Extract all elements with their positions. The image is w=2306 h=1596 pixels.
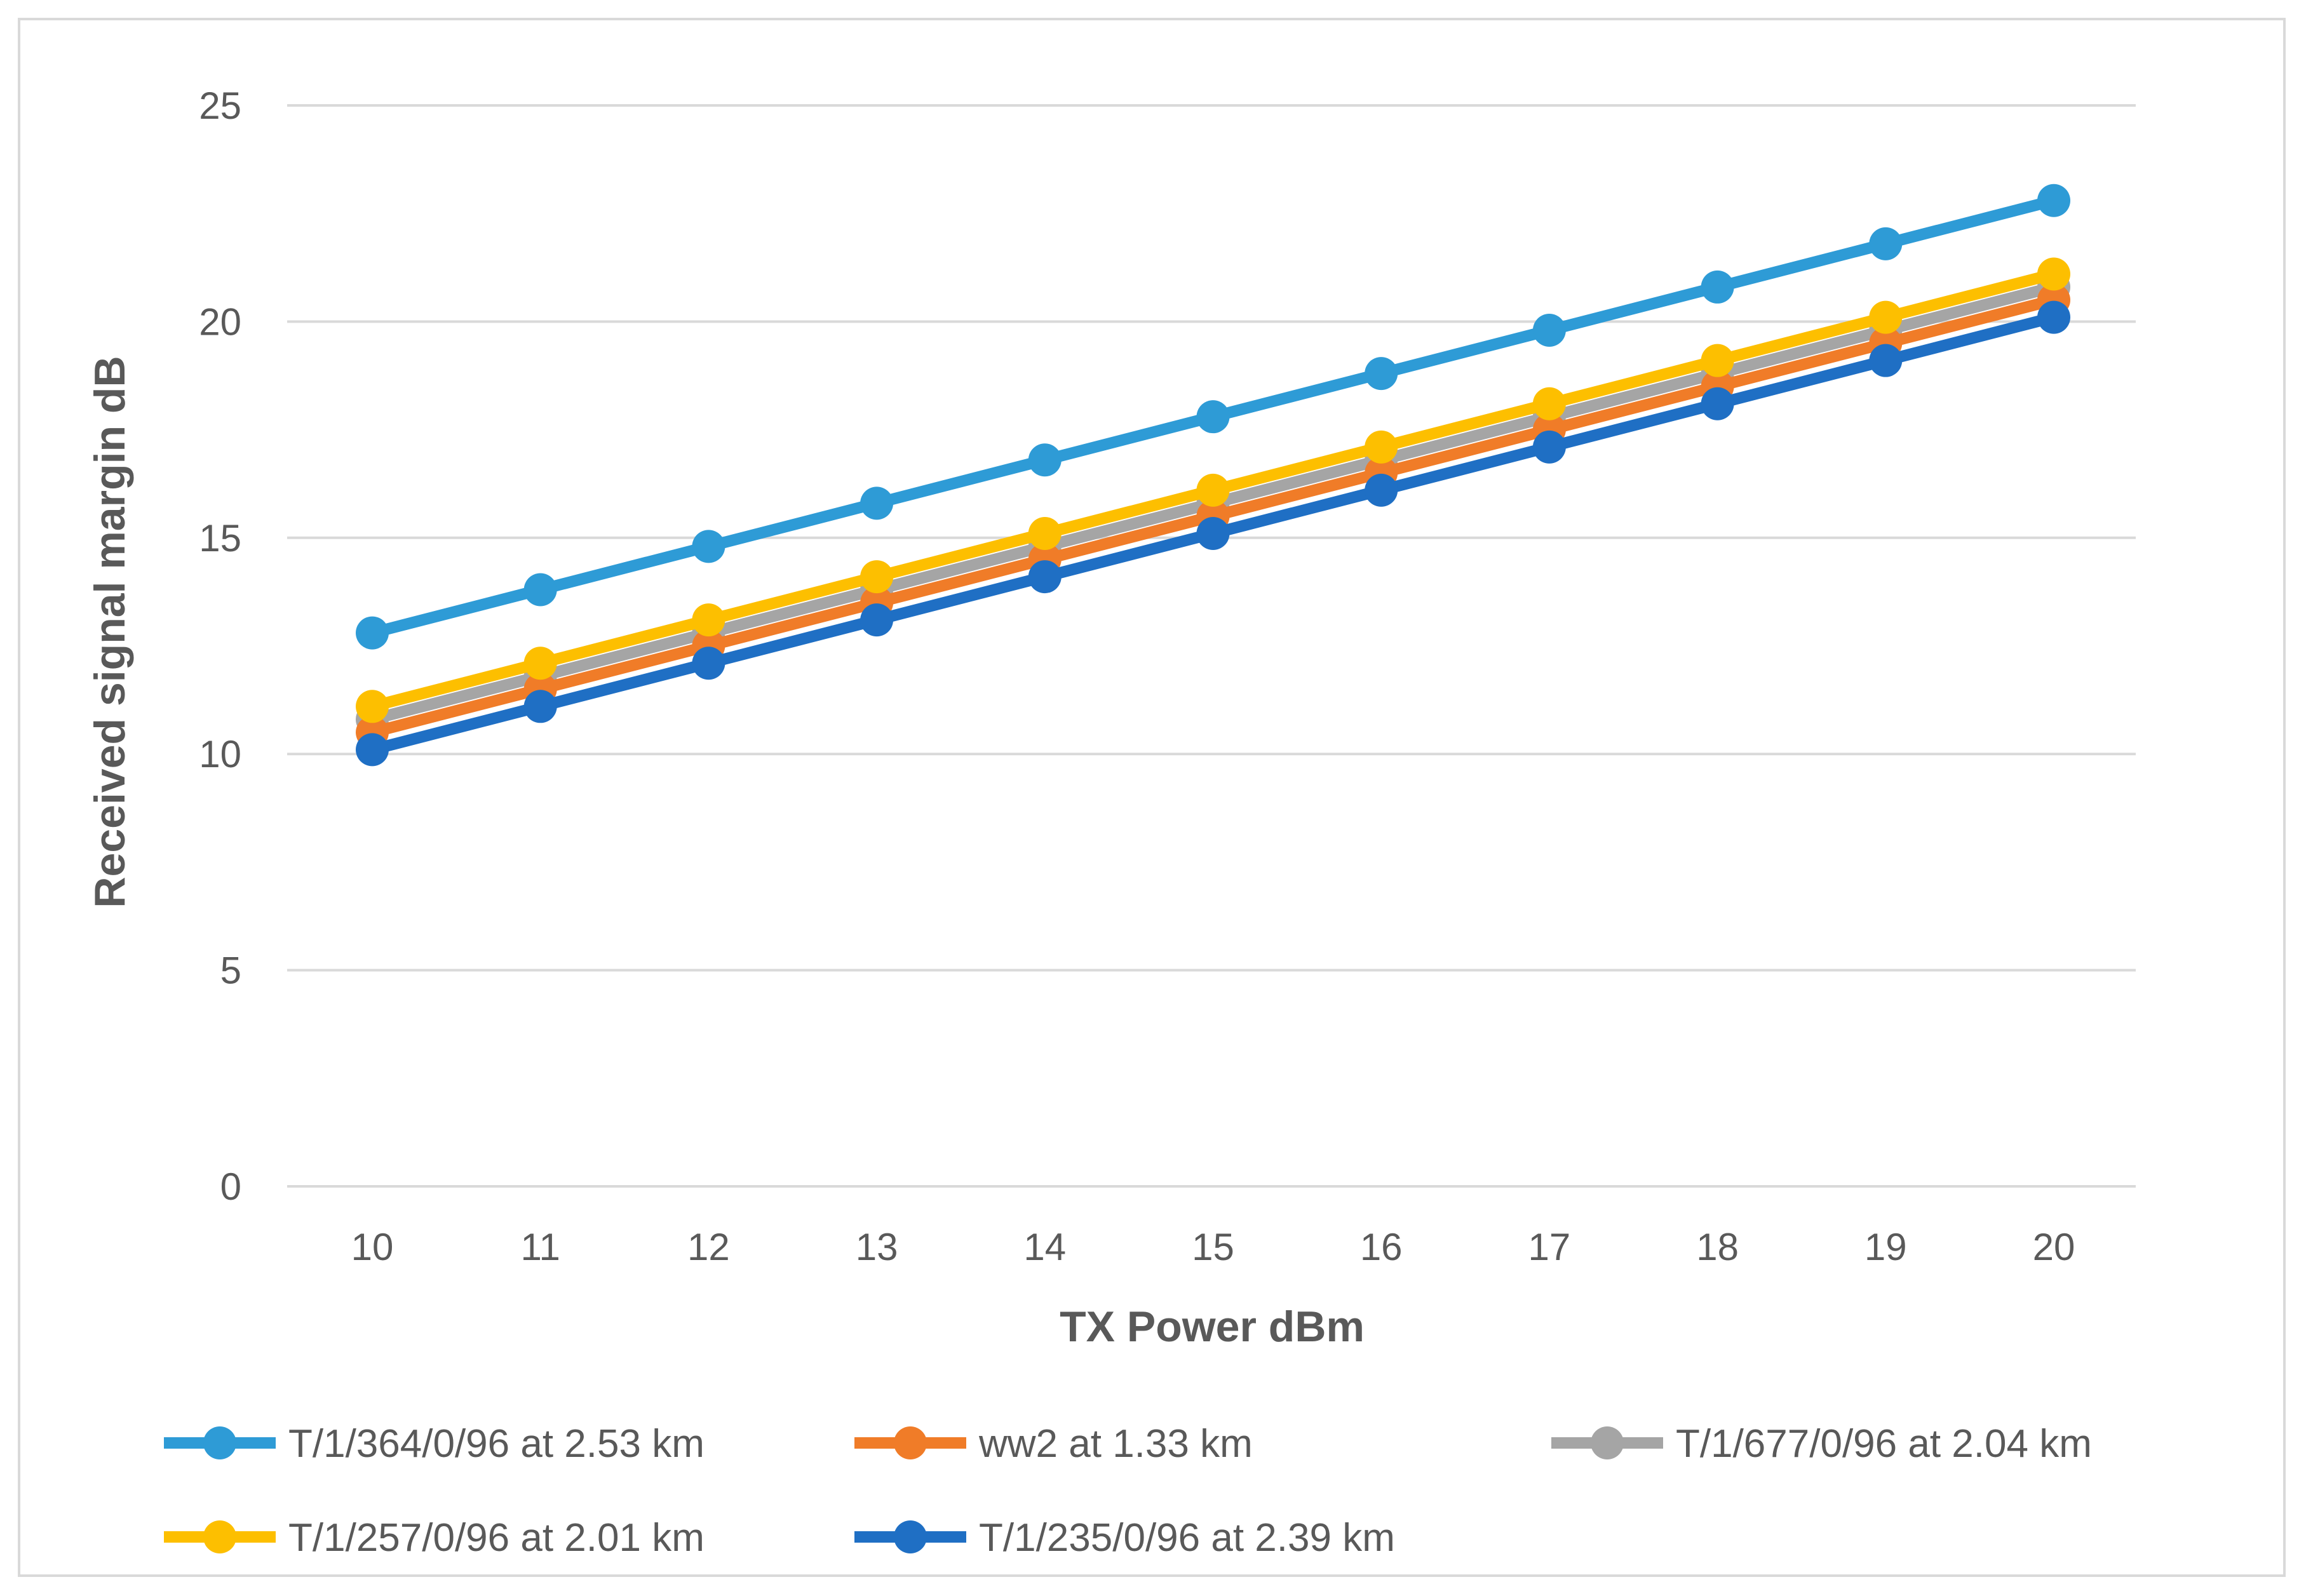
y-axis-title: Received signal margin dB: [86, 356, 134, 908]
data-point: [523, 690, 557, 723]
data-point: [1701, 387, 1734, 420]
data-point: [1365, 430, 1398, 464]
data-point: [692, 647, 725, 680]
x-axis-ticks: 10 11 12 13 14 15 16 17 18 19 20: [351, 1226, 2075, 1268]
series-5: [356, 300, 2070, 767]
series-1: [356, 184, 2070, 650]
data-point: [1365, 473, 1398, 507]
x-tick-label: 17: [1528, 1226, 1571, 1268]
gridlines: [287, 104, 2136, 1188]
data-point: [692, 530, 725, 563]
legend-label: T/1/677/0/96 at 2.04 km: [1676, 1422, 2092, 1466]
series-4: [356, 257, 2070, 723]
y-axis-ticks: 0 5 10 15 20 25: [199, 84, 241, 1208]
y-tick-label: 5: [220, 949, 241, 992]
data-point: [860, 560, 894, 594]
x-tick-label: 15: [1192, 1226, 1234, 1268]
data-point: [1365, 357, 1398, 391]
legend-label: T/1/257/0/96 at 2.01 km: [288, 1516, 705, 1560]
legend-marker: [203, 1520, 236, 1553]
data-point: [1532, 314, 1566, 347]
legend-label: ww2 at 1.33 km: [978, 1422, 1253, 1466]
data-point: [2037, 300, 2070, 334]
data-point: [1701, 344, 1734, 377]
data-point: [1196, 516, 1230, 550]
data-point: [1869, 344, 1903, 377]
data-point: [860, 603, 894, 637]
y-tick-label: 15: [199, 517, 241, 560]
data-point: [1028, 560, 1062, 594]
chart-frame: [18, 18, 2286, 1577]
legend-item-4: T/1/257/0/96 at 2.01 km: [164, 1516, 705, 1560]
data-point: [1028, 443, 1062, 477]
data-point: [692, 603, 725, 637]
y-tick-label: 0: [220, 1165, 241, 1208]
x-tick-label: 12: [687, 1226, 730, 1268]
y-tick-label: 25: [199, 84, 241, 127]
x-axis-title: TX Power dBm: [1060, 1303, 1365, 1351]
legend-label: T/1/235/0/96 at 2.39 km: [979, 1516, 1395, 1560]
legend-item-2: ww2 at 1.33 km: [854, 1422, 1253, 1466]
data-point: [1532, 387, 1566, 420]
data-point: [1196, 473, 1230, 507]
legend-marker: [894, 1426, 927, 1459]
series-lines: [356, 184, 2070, 767]
x-tick-label: 11: [521, 1226, 560, 1268]
x-tick-label: 13: [856, 1226, 898, 1268]
x-tick-label: 19: [1864, 1226, 1907, 1268]
x-tick-label: 20: [2033, 1226, 2075, 1268]
legend-item-1: T/1/364/0/96 at 2.53 km: [164, 1422, 705, 1466]
y-tick-label: 20: [199, 300, 241, 343]
x-tick-label: 16: [1360, 1226, 1403, 1268]
data-point: [356, 690, 389, 723]
legend: T/1/364/0/96 at 2.53 km ww2 at 1.33 km T/1…: [164, 1422, 2092, 1560]
legend-item-5: T/1/235/0/96 at 2.39 km: [854, 1516, 1395, 1560]
data-point: [1028, 516, 1062, 550]
data-point: [1869, 300, 1903, 334]
x-tick-label: 10: [351, 1226, 394, 1268]
data-point: [2037, 257, 2070, 291]
legend-marker: [894, 1520, 927, 1553]
x-tick-label: 14: [1023, 1226, 1066, 1268]
data-point: [1869, 227, 1903, 260]
data-point: [1701, 270, 1734, 304]
data-point: [1196, 400, 1230, 434]
legend-marker: [203, 1426, 236, 1459]
y-tick-label: 10: [199, 733, 241, 775]
data-point: [356, 733, 389, 767]
data-point: [860, 486, 894, 520]
data-point: [356, 616, 389, 650]
data-point: [1532, 430, 1566, 464]
x-tick-label: 18: [1696, 1226, 1739, 1268]
legend-item-3: T/1/677/0/96 at 2.04 km: [1551, 1422, 2092, 1466]
legend-label: T/1/364/0/96 at 2.53 km: [288, 1422, 705, 1466]
data-point: [2037, 184, 2070, 217]
data-point: [523, 647, 557, 680]
legend-marker: [1591, 1426, 1624, 1459]
data-point: [523, 573, 557, 607]
